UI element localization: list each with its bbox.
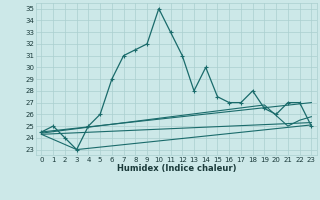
X-axis label: Humidex (Indice chaleur): Humidex (Indice chaleur) xyxy=(117,164,236,173)
